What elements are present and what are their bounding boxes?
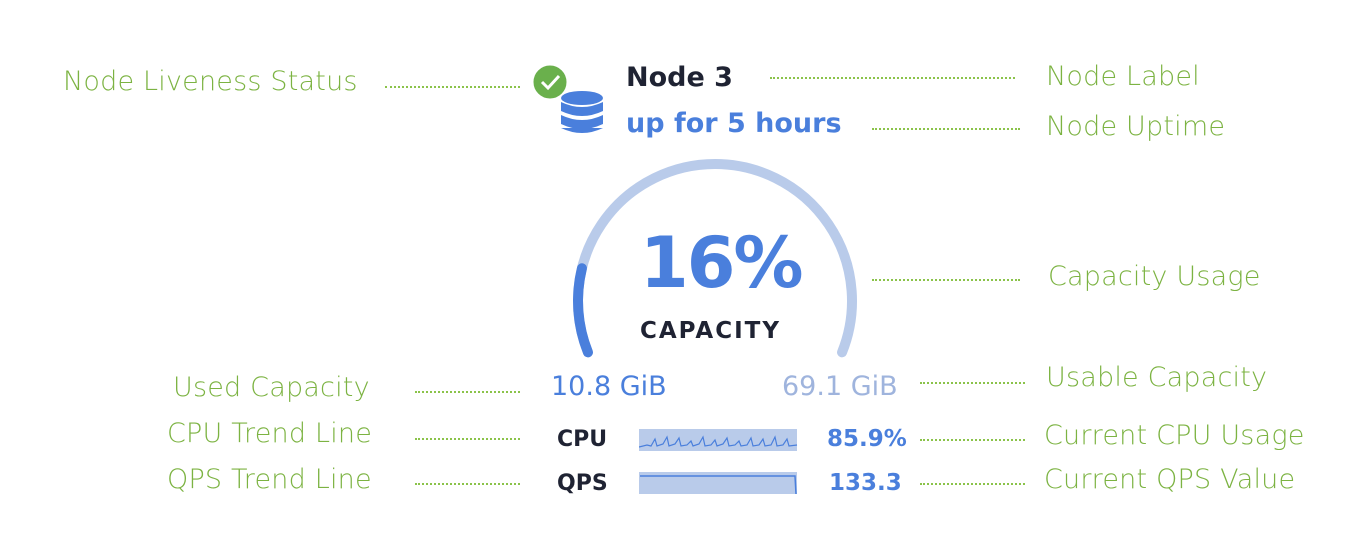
qps-value: 133.3: [829, 470, 902, 496]
annotation-usable-capacity: Usable Capacity: [1046, 362, 1268, 393]
node-label[interactable]: Node 3: [626, 62, 733, 93]
capacity-percent: 16%: [640, 222, 804, 304]
gauge-fill: [573, 263, 593, 358]
annotation-capacity-usage: Capacity Usage: [1048, 261, 1261, 292]
qps-label: QPS: [557, 471, 608, 496]
cpu-label: CPU: [557, 427, 608, 452]
annotation-liveness: Node Liveness Status: [63, 66, 358, 97]
annotation-uptime: Node Uptime: [1046, 111, 1226, 142]
capacity-label: CAPACITY: [640, 318, 782, 344]
leader-line: [770, 77, 1015, 79]
annotation-label: Node Label: [1046, 61, 1200, 92]
leader-line: [872, 279, 1020, 281]
annotation-used-capacity: Used Capacity: [173, 372, 370, 403]
leader-line: [385, 86, 520, 88]
annotation-cpu-current: Current CPU Usage: [1044, 420, 1305, 451]
usable-capacity: 69.1 GiB: [782, 371, 898, 402]
used-capacity: 10.8 GiB: [551, 371, 667, 402]
qps-sparkline[interactable]: [639, 472, 799, 496]
leader-line: [415, 483, 520, 485]
leader-line: [872, 128, 1020, 130]
database-icon: [561, 91, 603, 133]
annotation-qps-trend: QPS Trend Line: [167, 464, 372, 495]
annotation-cpu-trend: CPU Trend Line: [167, 418, 373, 449]
leader-line: [920, 382, 1025, 384]
leader-line: [920, 439, 1025, 441]
leader-line: [415, 438, 520, 440]
check-circle-icon: [532, 64, 568, 100]
capacity-gauge: [573, 159, 857, 358]
leader-line: [920, 483, 1025, 485]
leader-line: [415, 391, 520, 393]
annotation-qps-current: Current QPS Value: [1044, 464, 1296, 495]
cpu-sparkline[interactable]: [639, 429, 799, 453]
cpu-value: 85.9%: [827, 426, 907, 452]
node-uptime: up for 5 hours: [626, 108, 842, 139]
